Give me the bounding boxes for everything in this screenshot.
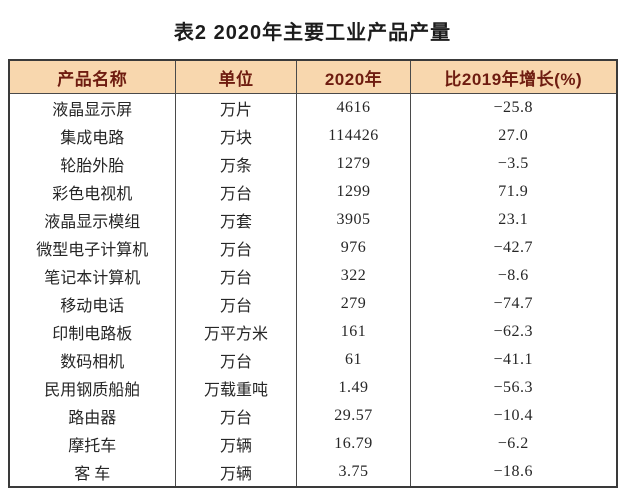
unit-cell: 万载重吨 bbox=[175, 374, 297, 402]
unit-cell: 万平方米 bbox=[175, 318, 297, 346]
growth-cell: −56.3 bbox=[410, 374, 617, 402]
growth-cell: −74.7 bbox=[410, 290, 617, 318]
value-2020-cell: 1279 bbox=[296, 150, 411, 178]
table-row: 液晶显示屏 万片 4616 −25.8 bbox=[9, 93, 617, 122]
value-2020-cell: 16.79 bbox=[296, 430, 411, 458]
growth-cell: −8.6 bbox=[410, 262, 617, 290]
unit-cell: 万台 bbox=[175, 402, 297, 430]
value-2020-cell: 114426 bbox=[296, 122, 411, 150]
product-name-cell: 民用钢质船舶 bbox=[44, 382, 141, 399]
product-name-cell: 移动电话 bbox=[60, 298, 125, 315]
industrial-products-table: 产品名称 单位 2020年 比2019年增长(%) 液晶显示屏 万片 4616 −25… bbox=[7, 59, 618, 488]
unit-cell: 万辆 bbox=[175, 430, 297, 458]
unit-cell: 万台 bbox=[175, 346, 297, 374]
table-row: 路由器 万台 29.57 −10.4 bbox=[9, 402, 617, 430]
product-name-cell: 彩色电视机 bbox=[52, 186, 133, 203]
product-name-cell: 数码相机 bbox=[60, 354, 125, 371]
growth-cell: −25.8 bbox=[410, 93, 617, 122]
value-2020-cell: 976 bbox=[296, 234, 411, 262]
product-name-cell: 液晶显示模组 bbox=[44, 214, 141, 231]
unit-cell: 万辆 bbox=[175, 458, 297, 487]
table-row: 轮胎外胎 万条 1279 −3.5 bbox=[9, 150, 617, 178]
header-unit: 单位 bbox=[175, 60, 297, 94]
table-row: 笔记本计算机 万台 322 −8.6 bbox=[9, 262, 617, 290]
value-2020-cell: 4616 bbox=[296, 93, 411, 122]
unit-cell: 万块 bbox=[175, 122, 297, 150]
header-product-name: 产品名称 bbox=[8, 60, 176, 94]
growth-cell: −62.3 bbox=[410, 318, 617, 346]
value-2020-cell: 1299 bbox=[296, 178, 411, 206]
table-row: 数码相机 万台 61 −41.1 bbox=[9, 346, 617, 374]
value-2020-cell: 3.75 bbox=[296, 458, 411, 487]
growth-cell: −42.7 bbox=[410, 234, 617, 262]
table-row: 客 车 万辆 3.75 −18.6 bbox=[9, 458, 617, 487]
table-body: 液晶显示屏 万片 4616 −25.8 集成电路 万块 114426 27.0 轮胎外胎 万条 12… bbox=[9, 93, 617, 487]
product-name-cell: 轮胎外胎 bbox=[60, 158, 125, 175]
table-row: 液晶显示模组 万套 3905 23.1 bbox=[9, 206, 617, 234]
header-year-2020: 2020年 bbox=[296, 60, 411, 94]
table-row: 民用钢质船舶 万载重吨 1.49 −56.3 bbox=[9, 374, 617, 402]
table-row: 彩色电视机 万台 1299 71.9 bbox=[9, 178, 617, 206]
table-row: 摩托车 万辆 16.79 −6.2 bbox=[9, 430, 617, 458]
product-name-cell: 印制电路板 bbox=[52, 326, 133, 343]
product-name-cell: 微型电子计算机 bbox=[36, 242, 149, 259]
value-2020-cell: 279 bbox=[296, 290, 411, 318]
unit-cell: 万台 bbox=[175, 178, 297, 206]
value-2020-cell: 3905 bbox=[296, 206, 411, 234]
growth-cell: −3.5 bbox=[410, 150, 617, 178]
table-row: 印制电路板 万平方米 161 −62.3 bbox=[9, 318, 617, 346]
value-2020-cell: 29.57 bbox=[296, 402, 411, 430]
page-title: 表2 2020年主要工业产品产量 bbox=[173, 22, 452, 44]
unit-cell: 万台 bbox=[175, 234, 297, 262]
header-growth-vs-2019: 比2019年增长(%) bbox=[410, 60, 617, 94]
value-2020-cell: 61 bbox=[296, 346, 411, 374]
product-name-cell: 路由器 bbox=[68, 410, 117, 427]
growth-cell: 71.9 bbox=[410, 178, 617, 206]
table-row: 微型电子计算机 万台 976 −42.7 bbox=[9, 234, 617, 262]
table-row: 移动电话 万台 279 −74.7 bbox=[9, 290, 617, 318]
unit-cell: 万台 bbox=[175, 262, 297, 290]
growth-cell: 27.0 bbox=[410, 122, 617, 150]
product-name-cell: 客 车 bbox=[74, 466, 111, 483]
table-header-row: 产品名称 单位 2020年 比2019年增长(%) bbox=[8, 60, 617, 94]
growth-cell: −10.4 bbox=[410, 402, 617, 430]
product-name-cell: 液晶显示屏 bbox=[52, 102, 133, 119]
unit-cell: 万条 bbox=[175, 150, 297, 178]
growth-cell: −41.1 bbox=[410, 346, 617, 374]
growth-cell: −18.6 bbox=[410, 458, 617, 487]
table-row: 集成电路 万块 114426 27.0 bbox=[9, 122, 617, 150]
unit-cell: 万片 bbox=[175, 93, 297, 122]
unit-cell: 万套 bbox=[175, 206, 297, 234]
growth-cell: −6.2 bbox=[410, 430, 617, 458]
value-2020-cell: 1.49 bbox=[296, 374, 411, 402]
product-name-cell: 集成电路 bbox=[60, 130, 125, 147]
product-name-cell: 笔记本计算机 bbox=[44, 270, 141, 287]
unit-cell: 万台 bbox=[175, 290, 297, 318]
growth-cell: 23.1 bbox=[410, 206, 617, 234]
product-name-cell: 摩托车 bbox=[68, 438, 117, 455]
value-2020-cell: 161 bbox=[296, 318, 411, 346]
value-2020-cell: 322 bbox=[296, 262, 411, 290]
